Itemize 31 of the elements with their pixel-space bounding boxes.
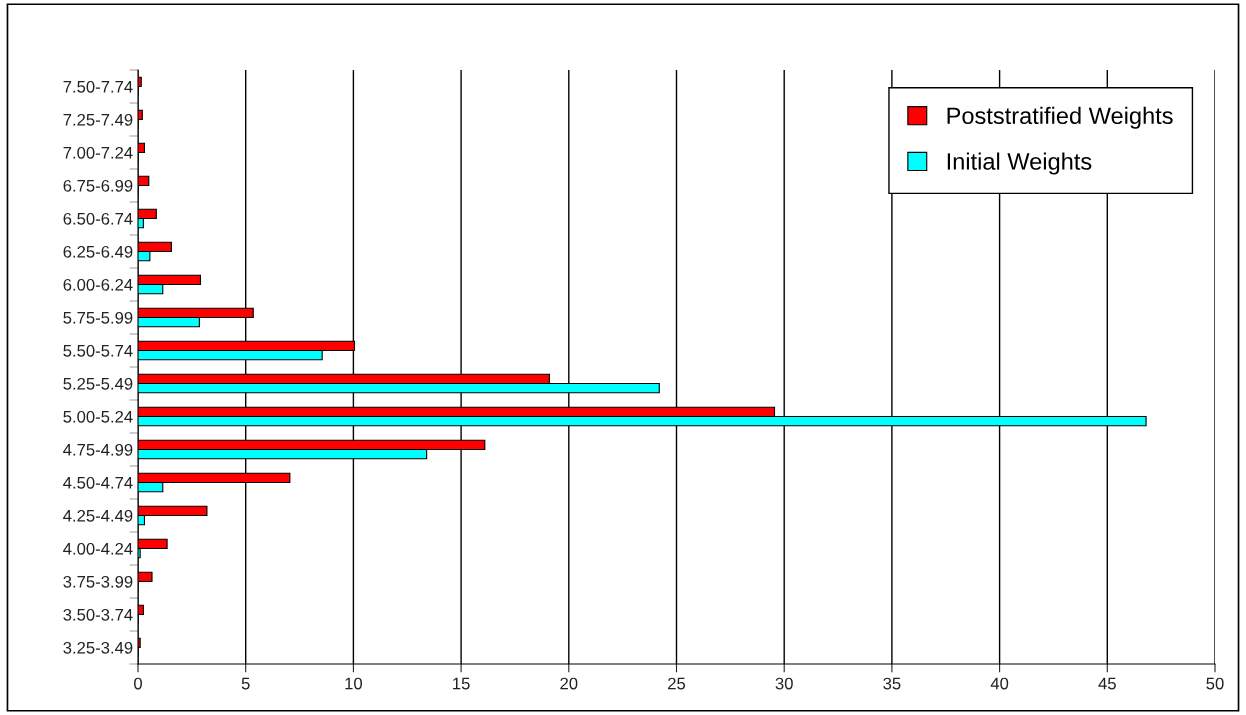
x-tick-label: 30 (775, 677, 793, 690)
y-tick-label: 6.75-6.99 (63, 179, 133, 192)
legend-label: Poststratified Weights (947, 106, 1173, 129)
x-tick-label: 5 (241, 677, 250, 690)
y-tick-label: 3.50-3.74 (63, 608, 133, 621)
y-tick-label: 4.25-4.49 (63, 509, 133, 522)
x-tick-label: 10 (345, 677, 363, 690)
x-tick-label: 15 (453, 677, 470, 690)
legend-label: Initial Weights (947, 152, 1092, 175)
x-tick-label: 50 (1206, 677, 1224, 690)
x-tick-label: 40 (990, 677, 1009, 690)
y-tick-label: 6.00-6.24 (63, 278, 133, 291)
y-tick-label: 5.50-5.74 (63, 344, 133, 357)
x-tick-label: 25 (668, 677, 686, 690)
x-tick-label: 20 (560, 677, 578, 690)
x-tick-label: 45 (1098, 677, 1116, 690)
y-tick-label: 4.50-4.74 (63, 476, 133, 489)
y-tick-label: 4.00-4.24 (63, 542, 133, 555)
x-tick-label: 0 (134, 677, 142, 690)
y-tick-label: 3.75-3.99 (63, 575, 133, 588)
x-tick-label: 35 (883, 677, 901, 690)
y-tick-label: 4.75-4.99 (63, 443, 133, 456)
y-tick-label: 7.00-7.24 (63, 146, 133, 159)
y-tick-label: 5.00-5.24 (63, 410, 133, 423)
y-tick-label: 5.75-5.99 (63, 311, 133, 324)
y-tick-label: 6.50-6.74 (63, 212, 133, 225)
y-tick-label: 7.50-7.74 (63, 80, 133, 93)
y-tick-label: 6.25-6.49 (63, 245, 133, 258)
y-tick-label: 5.25-5.49 (63, 377, 133, 390)
y-tick-label: 3.25-3.49 (63, 641, 133, 654)
y-tick-label: 7.25-7.49 (63, 113, 133, 126)
